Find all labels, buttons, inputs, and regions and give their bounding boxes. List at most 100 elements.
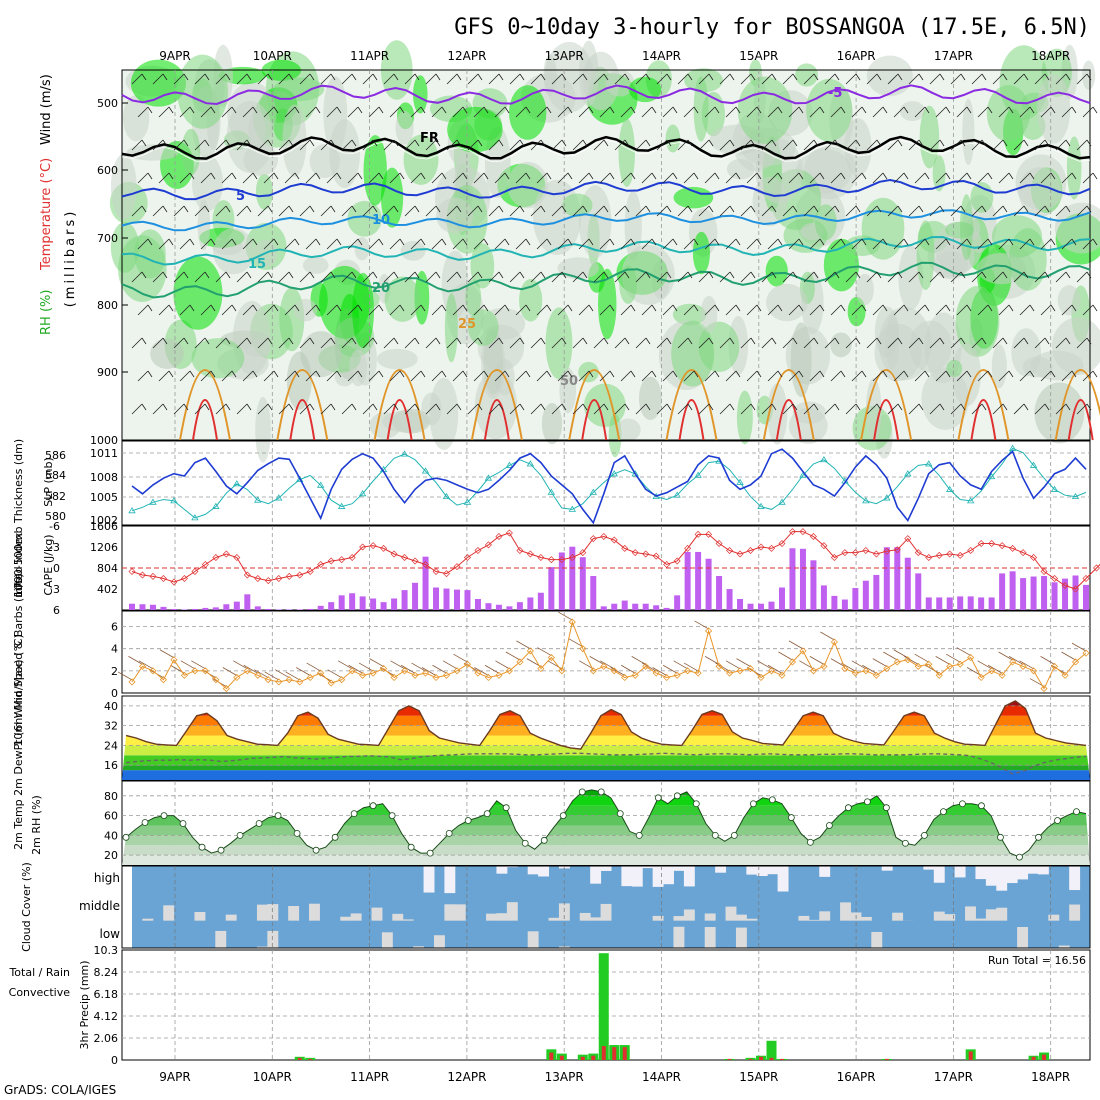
wind-barb xyxy=(851,238,863,250)
cape-bar xyxy=(904,557,911,610)
wind-barb xyxy=(677,271,689,283)
thickness-line xyxy=(131,448,1087,525)
lifted-point xyxy=(642,550,650,558)
wind-barb xyxy=(221,106,233,118)
warm-contour xyxy=(860,369,913,441)
rh-blob xyxy=(1018,167,1062,217)
wind-barb-flag xyxy=(351,205,357,213)
wind-barb-flag xyxy=(414,139,420,147)
wind10-point xyxy=(631,671,639,679)
wind10-point xyxy=(904,656,912,664)
cloud-middle xyxy=(142,918,154,921)
wind10-point xyxy=(820,662,828,670)
wind-barb-flag xyxy=(210,238,216,246)
wind10-point xyxy=(610,667,618,675)
lifted-point xyxy=(841,549,849,557)
cloud-middle xyxy=(225,914,237,921)
wind-barb-flag xyxy=(525,370,531,378)
cloud-level-label: middle xyxy=(79,899,120,913)
wind-barb xyxy=(305,304,317,316)
wind-barb-flag xyxy=(1023,139,1029,147)
wind-barb xyxy=(446,73,458,85)
cape-bar xyxy=(359,596,366,610)
wind-barb xyxy=(740,139,752,151)
isotherm-line xyxy=(121,261,1091,299)
contour-label: -5 xyxy=(828,86,842,101)
wind-barb-flag xyxy=(582,139,588,147)
wind-barb xyxy=(425,337,437,349)
wind-barb xyxy=(950,139,962,151)
wind10-point xyxy=(652,669,660,677)
wind10-barb xyxy=(358,662,374,672)
cape-bar xyxy=(600,606,607,610)
precip-ylabel-convective: Convective xyxy=(9,986,71,999)
wind-barb-flag xyxy=(588,304,594,312)
slp-point xyxy=(233,480,241,487)
wind-barb xyxy=(887,271,899,283)
lifted-point xyxy=(568,554,576,561)
wind-barb xyxy=(557,106,569,118)
wind-barb-flag xyxy=(561,403,567,411)
wind-barb xyxy=(152,271,164,283)
wind-barb xyxy=(578,106,590,118)
wind-barb xyxy=(389,106,401,118)
wind-barb xyxy=(194,205,206,217)
date-label-top: 16APR xyxy=(837,49,876,63)
y-tick-label: 3 xyxy=(53,583,60,596)
wind-barb-flag xyxy=(1065,73,1071,81)
wind-barb xyxy=(656,271,668,283)
wind-barb xyxy=(803,139,815,151)
wind-barb-flag xyxy=(441,106,447,114)
cape-bar xyxy=(129,603,135,610)
lifted-point xyxy=(925,554,933,561)
wind-barb xyxy=(326,106,338,118)
wind-barb xyxy=(467,271,479,283)
wind-barb xyxy=(740,271,752,283)
wind-barb xyxy=(887,205,899,217)
wind-barb-flag xyxy=(504,304,510,312)
wind-barb xyxy=(698,271,710,283)
wind-barb xyxy=(824,271,836,283)
wind-barb xyxy=(404,337,416,349)
rh-blob xyxy=(624,191,642,261)
wind-barb xyxy=(236,73,248,85)
precip-total-bar xyxy=(598,953,609,1060)
slp-point xyxy=(149,498,157,505)
wind-barb xyxy=(662,370,674,382)
wind-barb-flag xyxy=(246,403,252,411)
rh-point xyxy=(388,812,396,819)
lifted-point xyxy=(170,578,178,586)
y-tick-label: 580 xyxy=(45,510,66,523)
wind-barb xyxy=(320,271,332,283)
rh-blob xyxy=(579,40,599,107)
rh-point xyxy=(312,846,320,854)
wind10-barb xyxy=(694,620,709,630)
rh-blob xyxy=(293,298,318,322)
cloud-middle xyxy=(975,918,987,921)
cloud-high xyxy=(777,866,789,892)
wind-barb xyxy=(173,205,185,217)
wind-barb-flag xyxy=(924,304,930,312)
wind-barb-flag xyxy=(939,205,945,213)
wind-barb-flag xyxy=(252,370,258,378)
wind-barb-flag xyxy=(273,172,279,180)
wind-barb xyxy=(662,304,674,316)
wind-barb xyxy=(473,172,485,184)
wind-barb-flag xyxy=(267,139,273,147)
wind-barb xyxy=(362,337,374,349)
wind10-point xyxy=(767,667,776,675)
cloud-middle xyxy=(163,905,175,921)
wind10-point xyxy=(914,662,922,670)
wind-barb xyxy=(887,403,899,415)
rh-blob xyxy=(865,378,882,443)
wind-barb xyxy=(515,106,527,118)
wind-barb-flag xyxy=(987,238,993,246)
wind-barb-flag xyxy=(588,370,594,378)
wind-barb xyxy=(929,73,941,85)
wind10-barb xyxy=(243,664,259,674)
wind-barb xyxy=(872,304,884,316)
lifted-point xyxy=(254,575,262,582)
wind-barb xyxy=(1076,205,1088,217)
wind-barb xyxy=(866,205,878,217)
wind-barb xyxy=(1082,106,1094,118)
